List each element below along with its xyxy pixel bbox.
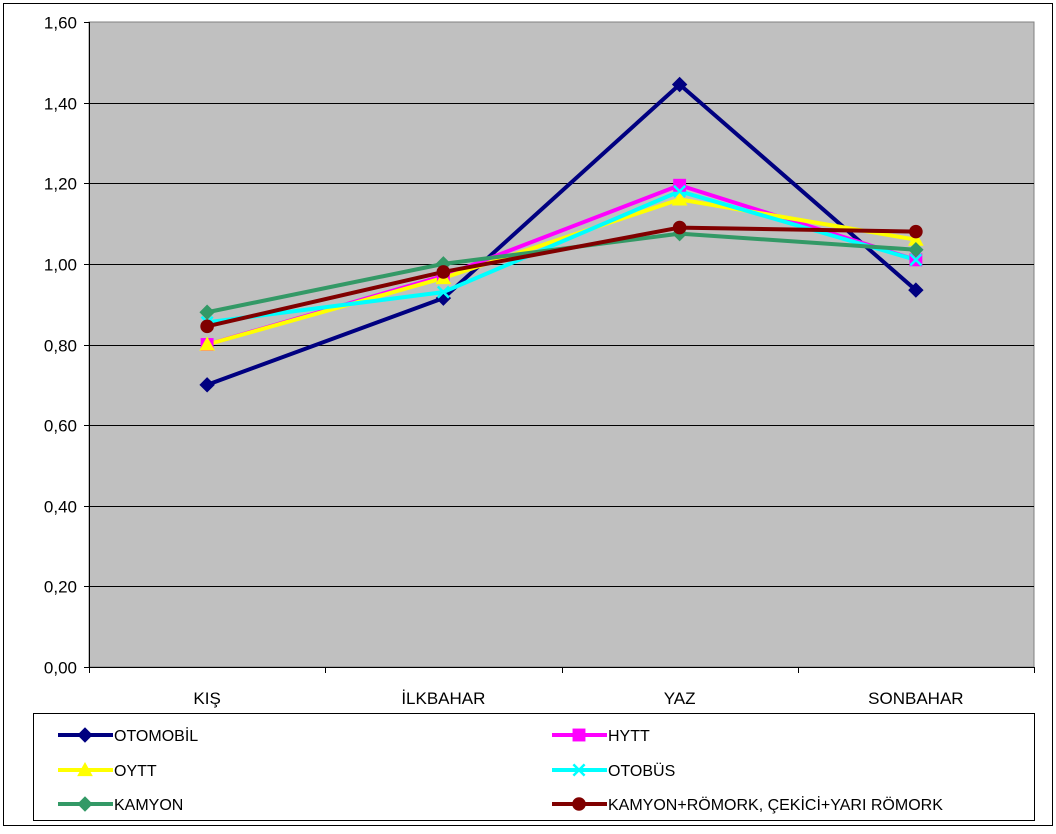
data-point [671, 191, 688, 206]
data-point [199, 336, 215, 351]
data-point [909, 253, 923, 267]
x-tick-label: KIŞ [193, 689, 220, 708]
series-line [206, 189, 917, 325]
series-line [206, 82, 918, 387]
data-point [572, 763, 586, 777]
data-point [572, 728, 586, 742]
y-tick-label: 0,00 [44, 659, 77, 678]
x-axis: KIŞ İLKBAHAR YAZ SONBAHAR [89, 667, 1035, 708]
y-tick-label: 1,00 [44, 256, 77, 275]
gridlines [89, 103, 1034, 587]
legend-label: OTOMOBİL [114, 726, 198, 745]
legend-label: OYTT [114, 763, 157, 780]
data-point [199, 304, 215, 320]
legend-label: KAMYON+RÖMORK, ÇEKİCİ+YARI RÖMORK [608, 795, 943, 814]
legend: OTOMOBİL HYTT OYTT OTOBÜS KAMYON KAMYON+RÖMOR… [58, 726, 943, 814]
plot-area [88, 21, 1035, 668]
data-point [436, 265, 451, 279]
data-point [672, 220, 687, 235]
y-tick-label: 0,20 [44, 578, 77, 597]
legend-box [33, 713, 1035, 821]
y-axis: 0,00 0,20 0,40 0,60 0,80 1,00 1,20 1,40 1,60 [44, 14, 90, 678]
data-point [77, 761, 93, 777]
y-tick-label: 0,80 [44, 337, 77, 356]
legend-label: KAMYON [114, 797, 183, 814]
data-point [200, 319, 214, 334]
legend-label: OTOBÜS [608, 762, 675, 780]
series-line [206, 197, 917, 347]
data-point [77, 727, 93, 743]
data-point [77, 796, 93, 812]
data-point [436, 285, 450, 299]
x-tick-label: İLKBAHAR [401, 689, 485, 708]
data-point [199, 377, 215, 393]
data-point [908, 282, 924, 298]
y-tick-label: 1,40 [44, 95, 77, 114]
data-point [673, 178, 687, 192]
y-tick-label: 1,20 [44, 175, 77, 194]
data-point [673, 184, 687, 198]
x-tick-label: YAZ [664, 689, 696, 708]
data-point [671, 76, 688, 93]
x-tick-label: SONBAHAR [868, 689, 963, 708]
data-point [909, 224, 923, 239]
y-tick-label: 0,60 [44, 417, 77, 436]
series-line [206, 225, 916, 329]
series-lines [206, 82, 918, 387]
legend-label: HYTT [608, 728, 650, 745]
y-tick-label: 1,60 [44, 14, 77, 33]
y-tick-label: 0,40 [44, 498, 77, 517]
series-markers [199, 76, 924, 393]
data-point [908, 242, 924, 258]
data-point [572, 797, 586, 811]
